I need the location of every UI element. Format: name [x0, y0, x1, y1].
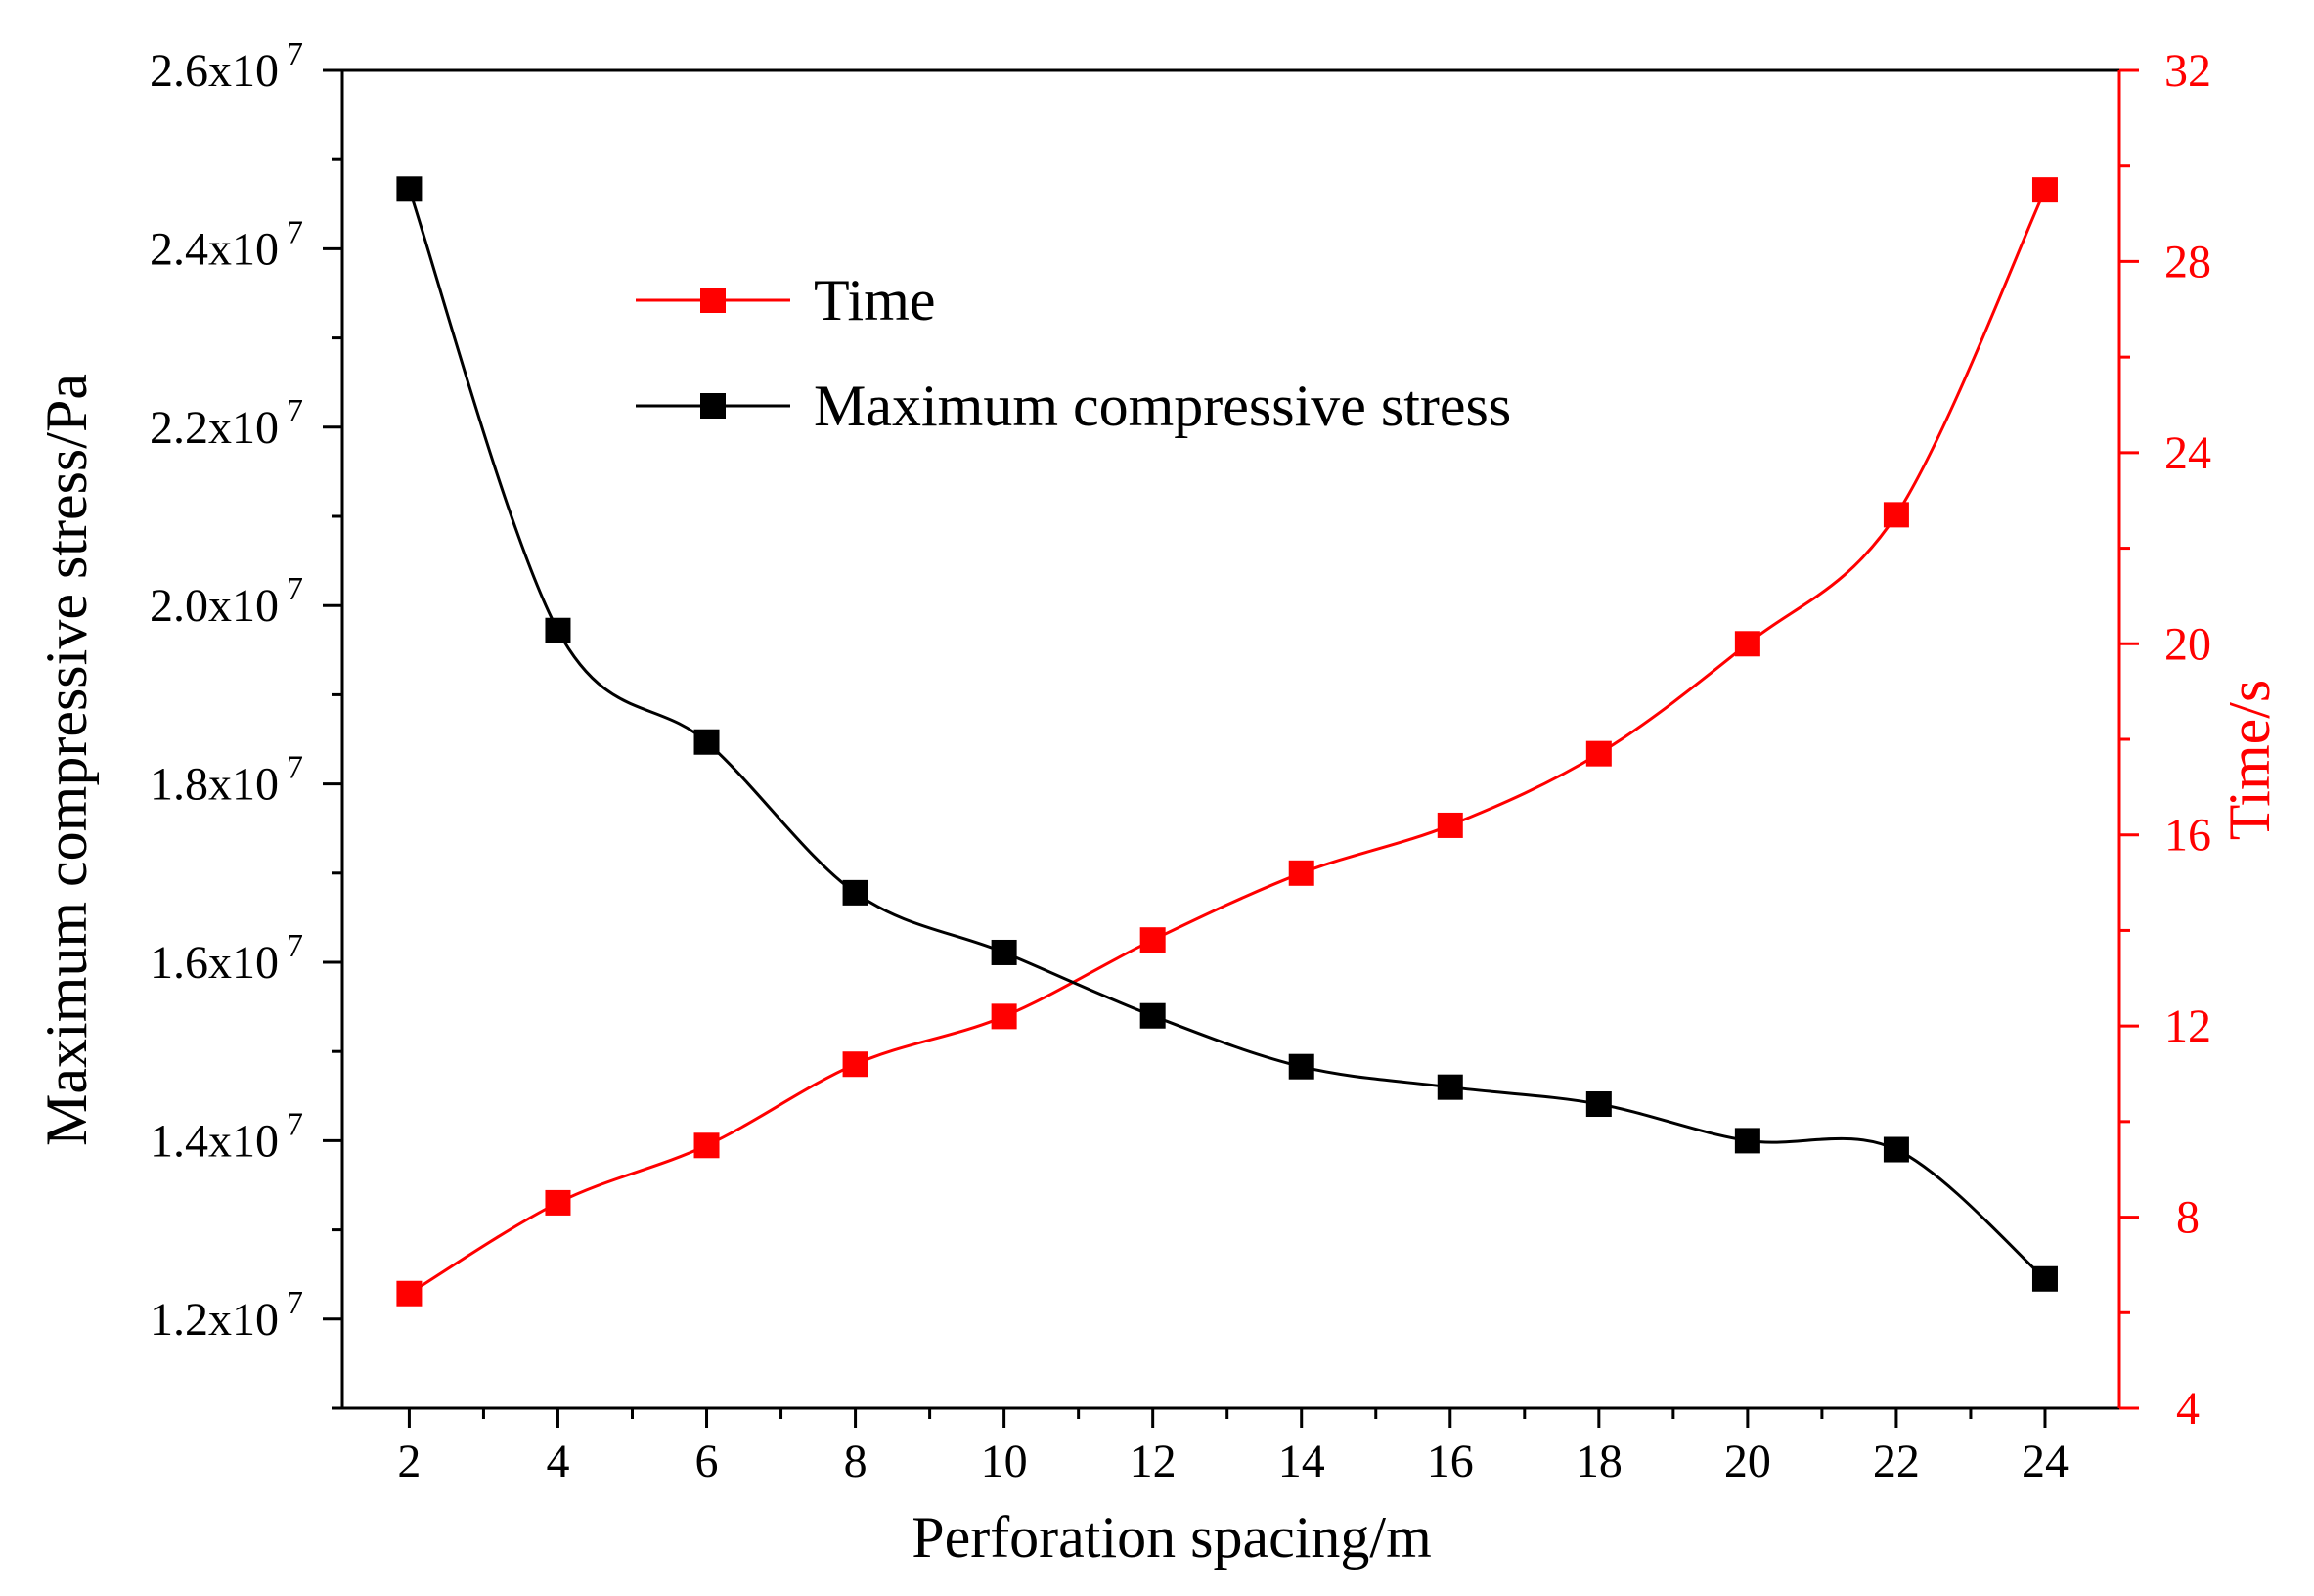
y-left-tick-label: 1.8x10 7	[150, 750, 303, 811]
series-time-point-20	[1734, 631, 1760, 657]
x-tick-label-2: 2	[397, 1436, 421, 1487]
right-y-axis-title: Time/s	[2217, 680, 2282, 841]
x-tick-label-6: 6	[695, 1436, 719, 1487]
series-stress-point-14	[1288, 1053, 1314, 1080]
series-time-point-14	[1288, 860, 1314, 886]
series-time-point-24	[2031, 177, 2058, 203]
axis-labels: 2 4 6 8 10 12 14 16 18 20 22 241.2x10 71.4x10 71.6x10…	[150, 36, 2211, 1487]
series-stress-point-24	[2031, 1265, 2058, 1292]
x-tick-label-12: 12	[1130, 1436, 1177, 1487]
series-time-point-2	[396, 1280, 423, 1307]
legend-stress-marker	[700, 393, 726, 419]
y-left-tick-label: 1.2x10 7	[150, 1285, 303, 1346]
y-left-tick-label: 1.4x10 7	[150, 1106, 303, 1167]
x-tick-label-24: 24	[2022, 1436, 2069, 1487]
legend-time-marker	[700, 288, 726, 313]
left-y-axis-title: Maximum compressive stress/Pa	[34, 374, 99, 1146]
axis-ticks	[323, 68, 2139, 1428]
y-right-tick-label-24: 24	[2164, 427, 2211, 479]
series-stress-point-6	[693, 729, 720, 755]
y-left-tick-label: 2.0x10 7	[150, 571, 303, 632]
series-stress-point-16	[1437, 1074, 1463, 1100]
x-tick-label-22: 22	[1873, 1436, 1920, 1487]
series-stress-point-22	[1883, 1136, 1909, 1163]
series-time-point-4	[545, 1189, 571, 1216]
series-layer	[396, 176, 2058, 1307]
x-tick-label-16: 16	[1427, 1436, 1474, 1487]
y-right-tick-label-8: 8	[2176, 1192, 2200, 1244]
y-right-tick-label-20: 20	[2164, 618, 2211, 670]
x-tick-label-14: 14	[1278, 1436, 1325, 1487]
legend-time-label: Time	[814, 268, 936, 332]
y-right-tick-label-32: 32	[2164, 45, 2211, 97]
series-time-point-10	[991, 1003, 1017, 1030]
series-stress-point-8	[842, 879, 868, 906]
y-left-tick-label: 2.6x10 7	[150, 36, 303, 97]
series-stress-point-20	[1734, 1128, 1760, 1154]
x-tick-label-4: 4	[546, 1436, 569, 1487]
series-time-point-18	[1585, 740, 1612, 767]
series-time-point-8	[842, 1051, 868, 1078]
y-right-tick-label-16: 16	[2164, 810, 2211, 862]
x-tick-label-18: 18	[1576, 1436, 1623, 1487]
series-stress-point-10	[991, 939, 1017, 965]
y-left-tick-label: 2.2x10 7	[150, 393, 303, 454]
series-time-point-12	[1139, 927, 1166, 953]
legend: Time Maximum compressive stress	[636, 268, 1511, 438]
series-stress-point-2	[396, 176, 423, 202]
y-right-tick-label-12: 12	[2164, 1000, 2211, 1052]
x-axis-title: Perforation spacing/m	[912, 1505, 1432, 1570]
series-time-point-6	[693, 1132, 720, 1159]
y-left-tick-label: 2.4x10 7	[150, 214, 303, 275]
legend-stress-label: Maximum compressive stress	[814, 374, 1511, 438]
y-left-tick-label: 1.6x10 7	[150, 928, 303, 989]
x-tick-label-20: 20	[1724, 1436, 1771, 1487]
series-stress-point-12	[1139, 1002, 1166, 1029]
series-stress-point-18	[1585, 1091, 1612, 1118]
series-time-point-16	[1437, 812, 1463, 838]
series-stress-point-4	[545, 617, 571, 643]
y-right-tick-label-28: 28	[2164, 236, 2211, 288]
y-right-tick-label-4: 4	[2176, 1383, 2200, 1435]
x-tick-label-10: 10	[981, 1436, 1028, 1487]
series-time-point-22	[1883, 502, 1909, 528]
x-tick-label-8: 8	[844, 1436, 868, 1487]
